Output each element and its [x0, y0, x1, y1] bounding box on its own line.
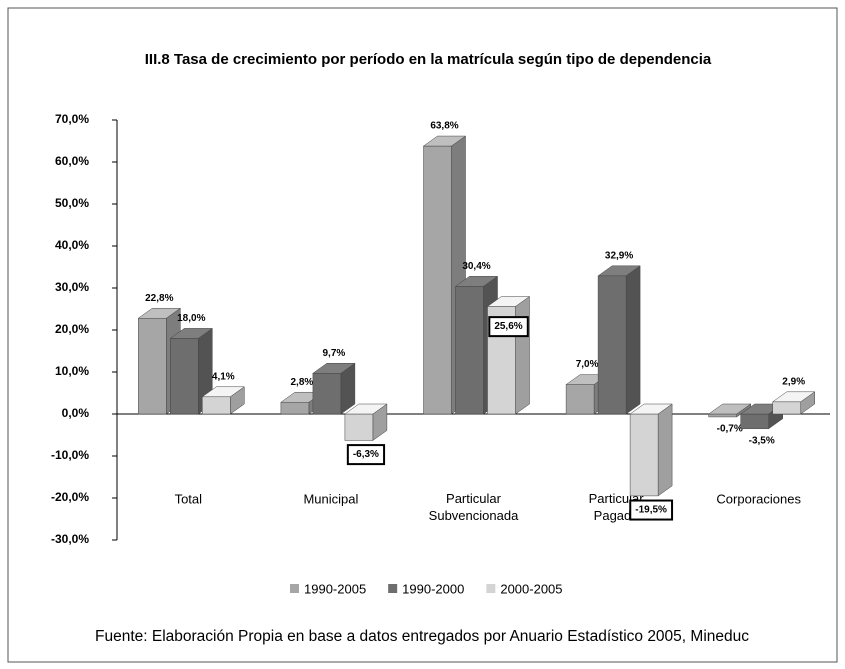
bar-front — [708, 413, 737, 418]
bar-front — [344, 413, 374, 441]
bar-front — [565, 384, 595, 415]
bar-top — [137, 307, 182, 319]
x-tick-label: Corporaciones — [716, 491, 801, 506]
y-tick-label: -20,0% — [51, 490, 89, 504]
bar — [312, 362, 356, 415]
source-note: Fuente: Elaboración Propia en base a dat… — [95, 628, 749, 645]
bar-top — [454, 276, 499, 287]
bar-top — [486, 296, 531, 307]
y-tick-label: 30,0% — [55, 280, 89, 294]
legend-label: 2000-2005 — [500, 581, 562, 596]
value-label-box — [346, 444, 386, 466]
y-tick-label: 70,0% — [55, 112, 89, 126]
value-label: 2,9% — [782, 376, 805, 387]
bar — [739, 403, 784, 430]
value-label: 7,0% — [576, 359, 599, 370]
bar — [771, 391, 816, 415]
x-tick-label: Total — [175, 491, 203, 506]
bar-side — [657, 403, 673, 497]
bar-front — [138, 317, 167, 415]
bar-top — [201, 386, 246, 398]
value-label: 30,4% — [462, 261, 490, 272]
bar-front — [423, 145, 452, 415]
bar-front — [772, 401, 801, 415]
bar-front — [740, 413, 769, 429]
chart-title: III.8 Tasa de crecimiento por período en… — [145, 51, 712, 68]
bar-front — [280, 401, 310, 415]
y-tick-label: 50,0% — [55, 196, 89, 210]
x-tick-label: Municipal — [303, 491, 358, 506]
legend-label: 1990-2000 — [402, 581, 464, 596]
x-tick-label: Particular Subvencionada — [429, 491, 519, 523]
value-label: -3,5% — [749, 435, 775, 446]
y-tick-label: 60,0% — [55, 154, 89, 168]
value-label: 32,9% — [605, 250, 633, 261]
y-tick-label: -30,0% — [51, 532, 89, 546]
bar-front — [455, 286, 484, 415]
value-label: -19,5% — [635, 505, 667, 516]
value-label: 22,8% — [145, 293, 173, 304]
bar-front — [629, 413, 659, 497]
y-tick-label: 0,0% — [62, 406, 90, 420]
bar-top — [707, 403, 752, 415]
y-tick-label: 10,0% — [55, 364, 89, 378]
legend-swatch — [388, 584, 398, 593]
value-label: 2,8% — [291, 377, 314, 388]
y-tick-label: 40,0% — [55, 238, 89, 252]
bar-front — [312, 373, 342, 415]
bar — [201, 386, 246, 415]
value-label: 4,1% — [212, 371, 235, 382]
value-label: -6,3% — [353, 449, 379, 460]
value-label: 9,7% — [323, 348, 346, 359]
bar — [169, 327, 214, 415]
value-label: 18,0% — [177, 313, 205, 324]
bar — [486, 295, 531, 415]
value-label: -0,7% — [717, 424, 743, 435]
bar-top — [344, 403, 388, 415]
value-label-box — [629, 499, 674, 521]
value-label: 63,8% — [430, 121, 458, 132]
legend-swatch — [290, 584, 299, 593]
legend-swatch — [486, 584, 496, 593]
bar — [707, 403, 752, 418]
bar-side — [625, 265, 641, 415]
bar-front — [202, 396, 231, 415]
bar-top — [312, 363, 356, 374]
bar-top — [597, 265, 641, 277]
bar — [629, 403, 673, 497]
legend-label: 1990-2005 — [304, 581, 366, 596]
bar — [344, 403, 388, 441]
bar-top — [169, 328, 214, 339]
value-label: 25,6% — [494, 321, 522, 332]
bar-side — [515, 295, 530, 415]
y-tick-label: -10,0% — [51, 448, 89, 462]
bar-top — [629, 403, 673, 415]
bar-top — [422, 135, 467, 147]
chart-frame — [7, 7, 838, 663]
bar-front — [170, 338, 199, 415]
y-tick-label: 20,0% — [55, 322, 89, 336]
bar-front — [597, 275, 627, 415]
bar — [597, 265, 641, 415]
bar-top — [771, 391, 816, 403]
value-label-box — [488, 316, 529, 338]
